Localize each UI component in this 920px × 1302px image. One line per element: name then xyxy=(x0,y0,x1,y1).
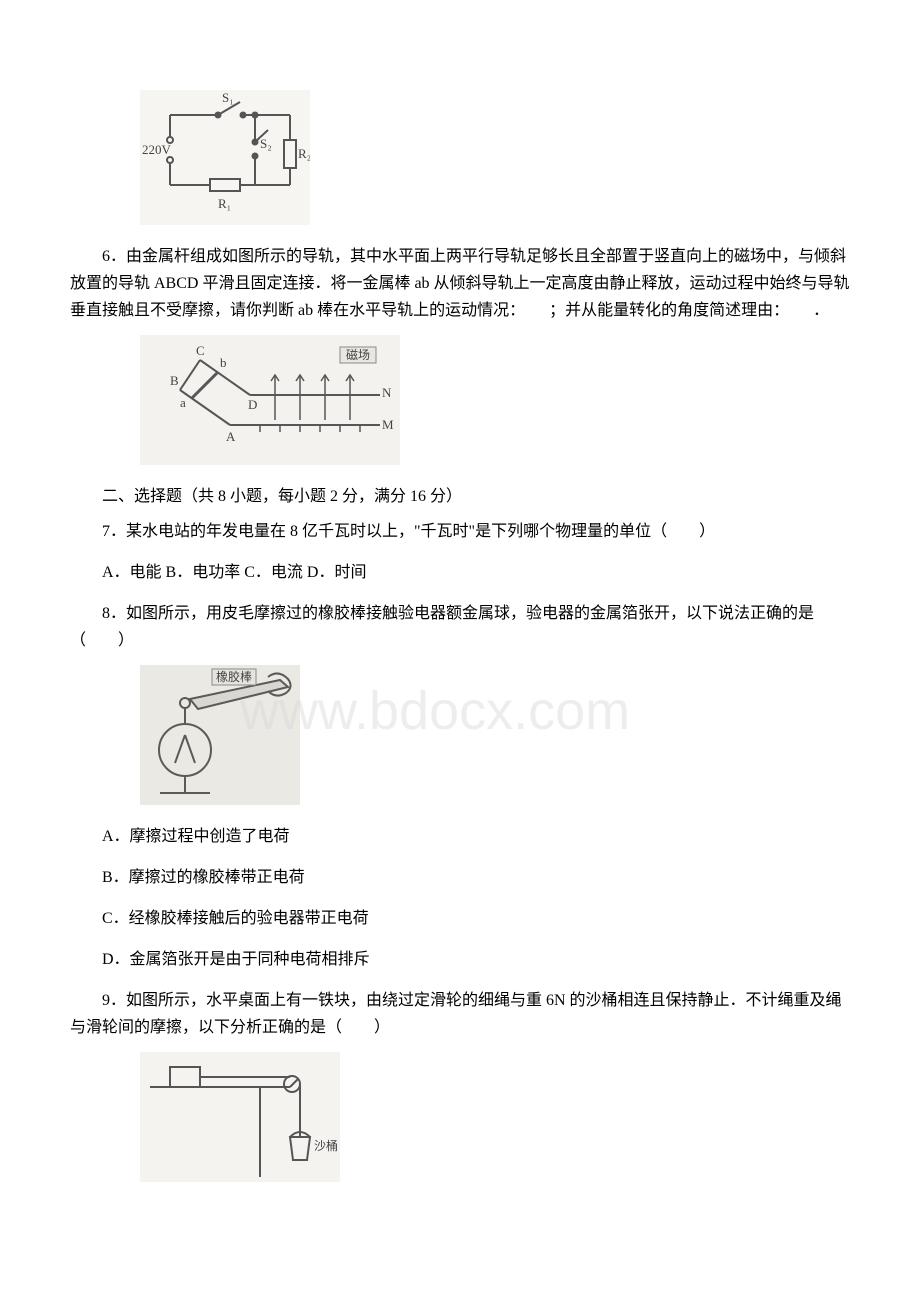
label-D: D xyxy=(248,397,257,412)
label-s2: S₂ xyxy=(260,136,272,151)
q7-options: A．电能 B．电功率 C．电流 D．时间 xyxy=(70,559,850,586)
q6-text: 6．由金属杆组成如图所示的导轨，其中水平面上两平行导轨足够长且全部置于竖直向上的… xyxy=(70,243,850,325)
pulley-svg: 沙桶 xyxy=(140,1052,340,1182)
q8-optB: B．摩擦过的橡胶棒带正电荷 xyxy=(70,864,850,891)
q8-optC: C．经橡胶棒接触后的验电器带正电荷 xyxy=(70,905,850,932)
label-bucket: 沙桶 xyxy=(314,1138,338,1153)
label-r2: R₂ xyxy=(298,146,310,161)
circuit-figure: S₁ S₂ R₁ R₂ 220V xyxy=(140,90,850,225)
q8-optA: A．摩擦过程中创造了电荷 xyxy=(70,823,850,850)
label-s1: S₁ xyxy=(222,90,234,105)
label-M: M xyxy=(382,417,394,432)
label-field: 磁场 xyxy=(346,347,370,362)
label-b: b xyxy=(220,355,227,370)
electroscope-svg: 橡胶棒 xyxy=(140,665,300,805)
label-rod: 橡胶棒 xyxy=(216,669,252,684)
circuit-svg: S₁ S₂ R₁ R₂ 220V xyxy=(140,90,310,225)
pulley-figure: 沙桶 xyxy=(140,1052,850,1182)
label-A: A xyxy=(226,429,236,444)
label-r1: R₁ xyxy=(218,196,231,211)
label-a: a xyxy=(180,395,186,410)
section2-heading: 二、选择题（共 8 小题，每小题 2 分，满分 16 分） xyxy=(70,483,850,510)
rails-figure: A B C D M N a b 磁场 xyxy=(140,335,850,465)
label-C: C xyxy=(196,343,205,358)
q9-text: 9．如图所示，水平桌面上有一铁块，由绕过定滑轮的细绳与重 6N 的沙桶相连且保持… xyxy=(70,987,850,1041)
q8-text: 8．如图所示，用皮毛摩擦过的橡胶棒接触验电器额金属球，验电器的金属箔张开，以下说… xyxy=(70,600,850,654)
rails-svg: A B C D M N a b 磁场 xyxy=(140,335,400,465)
electroscope-figure: 橡胶棒 xyxy=(140,665,850,805)
label-B: B xyxy=(170,373,179,388)
label-supply: 220V xyxy=(142,142,172,157)
q7-text: 7．某水电站的年发电量在 8 亿千瓦时以上，"千瓦时"是下列哪个物理量的单位（ … xyxy=(70,518,850,545)
q8-optD: D．金属箔张开是由于同种电荷相排斥 xyxy=(70,946,850,973)
label-N: N xyxy=(382,385,392,400)
